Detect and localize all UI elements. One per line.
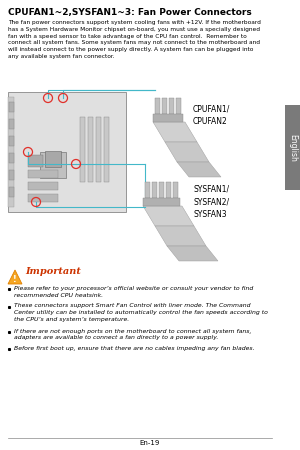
FancyBboxPatch shape — [9, 136, 14, 146]
FancyBboxPatch shape — [9, 170, 14, 180]
FancyBboxPatch shape — [28, 155, 43, 167]
FancyBboxPatch shape — [162, 98, 167, 114]
FancyBboxPatch shape — [45, 151, 61, 167]
Polygon shape — [153, 122, 197, 142]
FancyBboxPatch shape — [8, 92, 126, 212]
Text: CPUFAN1~2,SYSFAN1~3: Fan Power Connectors: CPUFAN1~2,SYSFAN1~3: Fan Power Connector… — [8, 8, 252, 17]
FancyBboxPatch shape — [152, 182, 157, 198]
Polygon shape — [167, 246, 218, 261]
FancyBboxPatch shape — [88, 117, 93, 182]
Text: !: ! — [13, 274, 17, 284]
Polygon shape — [155, 226, 206, 246]
Text: SYSFAN1/
SYSFAN2/
SYSFAN3: SYSFAN1/ SYSFAN2/ SYSFAN3 — [193, 185, 229, 219]
FancyBboxPatch shape — [153, 114, 183, 122]
FancyBboxPatch shape — [28, 182, 58, 190]
FancyBboxPatch shape — [285, 105, 300, 190]
FancyBboxPatch shape — [9, 187, 14, 197]
FancyBboxPatch shape — [9, 102, 14, 112]
FancyBboxPatch shape — [9, 153, 14, 163]
FancyBboxPatch shape — [155, 98, 160, 114]
FancyBboxPatch shape — [169, 98, 174, 114]
FancyBboxPatch shape — [176, 98, 181, 114]
Polygon shape — [177, 162, 221, 177]
Polygon shape — [165, 142, 209, 162]
Text: Please refer to your processor’s official website or consult your vendor to find: Please refer to your processor’s officia… — [14, 286, 253, 298]
Text: The fan power connectors support system cooling fans with +12V. If the motherboa: The fan power connectors support system … — [8, 20, 261, 59]
FancyBboxPatch shape — [8, 97, 14, 207]
FancyBboxPatch shape — [9, 119, 14, 129]
Text: CPUFAN1/
CPUFAN2: CPUFAN1/ CPUFAN2 — [193, 105, 230, 126]
FancyBboxPatch shape — [143, 198, 180, 206]
Text: Important: Important — [25, 267, 81, 276]
FancyBboxPatch shape — [96, 117, 101, 182]
Text: If there are not enough ports on the motherboard to connect all system fans,
ada: If there are not enough ports on the mot… — [14, 328, 251, 340]
FancyBboxPatch shape — [145, 182, 150, 198]
FancyBboxPatch shape — [40, 152, 66, 178]
FancyBboxPatch shape — [80, 117, 85, 182]
FancyBboxPatch shape — [28, 194, 58, 202]
Text: English: English — [288, 134, 297, 162]
Text: Before first boot up, ensure that there are no cables impeding any fan blades.: Before first boot up, ensure that there … — [14, 346, 255, 351]
Polygon shape — [8, 270, 22, 284]
Polygon shape — [143, 206, 194, 226]
FancyBboxPatch shape — [173, 182, 178, 198]
FancyBboxPatch shape — [28, 170, 58, 178]
Text: En-19: En-19 — [140, 440, 160, 446]
FancyBboxPatch shape — [159, 182, 164, 198]
FancyBboxPatch shape — [166, 182, 171, 198]
Text: These connectors support Smart Fan Control with liner mode. The Command
Center u: These connectors support Smart Fan Contr… — [14, 303, 268, 322]
FancyBboxPatch shape — [104, 117, 109, 182]
